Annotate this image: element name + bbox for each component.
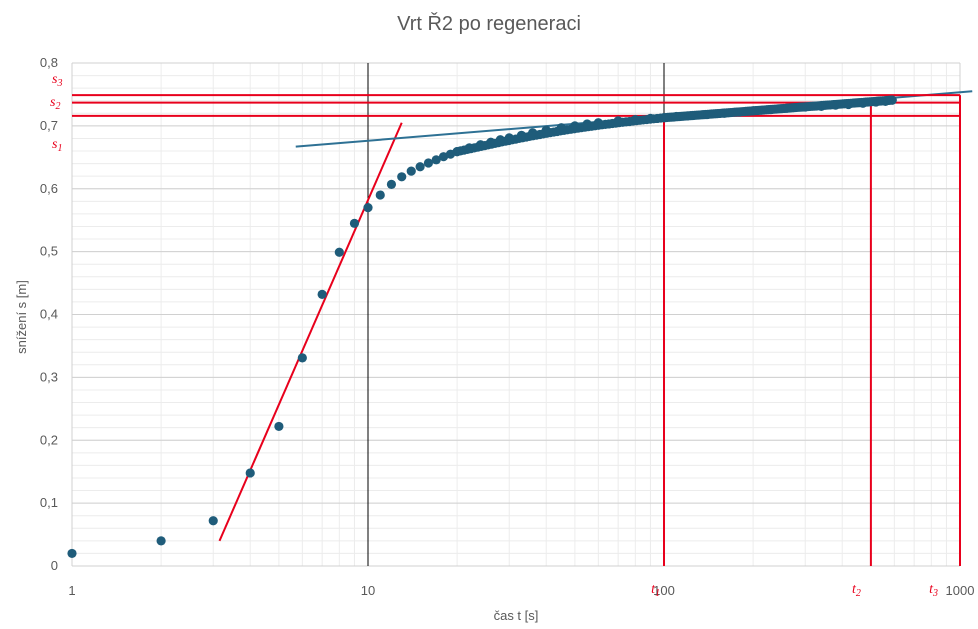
data-point (334, 247, 344, 257)
y-tick-label: 0,3 (40, 369, 58, 384)
data-point (397, 172, 407, 182)
data-point (659, 113, 669, 123)
data-point (297, 353, 307, 363)
y-tick-label: 0,4 (40, 307, 58, 322)
data-point (415, 162, 425, 172)
data-point (208, 516, 218, 526)
y-tick-label: 0,6 (40, 181, 58, 196)
data-point (375, 190, 385, 200)
y-tick-label: 0,1 (40, 495, 58, 510)
time-marker-label-t2: t2 (852, 582, 861, 599)
x-tick-labels: 1 10 100 1000 (68, 583, 974, 598)
data-points (67, 95, 897, 559)
data-point (386, 179, 397, 189)
level-marker-label-s1: s1 (52, 137, 62, 154)
y-tick-label: 0,5 (40, 244, 58, 259)
annotations: t1 t2 t3 s1 s2 s3 (50, 72, 938, 599)
data-point (274, 421, 284, 432)
y-tick-label: 0,8 (40, 55, 58, 70)
y-tick-labels: 0 0,1 0,2 0,3 0,4 0,5 0,6 0,7 0,8 (40, 55, 58, 573)
chart-title: Vrt Ř2 po regeneraci (397, 12, 581, 35)
data-point (406, 166, 416, 176)
data-point (349, 218, 360, 228)
data-point (438, 152, 449, 162)
data-point (156, 536, 166, 546)
data-point (363, 203, 373, 213)
y-tick-label: 0,7 (40, 118, 58, 133)
data-point (423, 158, 434, 168)
marker-lines (72, 94, 961, 566)
level-marker-label-s2: s2 (50, 95, 60, 112)
level-marker-label-s3: s3 (52, 72, 62, 89)
data-point (317, 289, 327, 299)
time-marker-label-t1: t1 (651, 582, 660, 599)
x-tick-label: 1000 (946, 583, 975, 598)
data-point (431, 155, 441, 165)
data-point (67, 548, 77, 559)
y-tick-label: 0,2 (40, 432, 58, 447)
x-axis-label: čas t [s] (494, 608, 539, 623)
time-marker-label-t3: t3 (929, 582, 938, 599)
data-point (245, 468, 255, 478)
x-tick-label: 100 (653, 583, 675, 598)
x-tick-label: 10 (361, 583, 375, 598)
y-tick-label: 0 (51, 558, 58, 573)
data-point (887, 95, 897, 105)
y-axis-label: snížení s [m] (14, 280, 29, 354)
x-tick-label: 1 (68, 583, 75, 598)
